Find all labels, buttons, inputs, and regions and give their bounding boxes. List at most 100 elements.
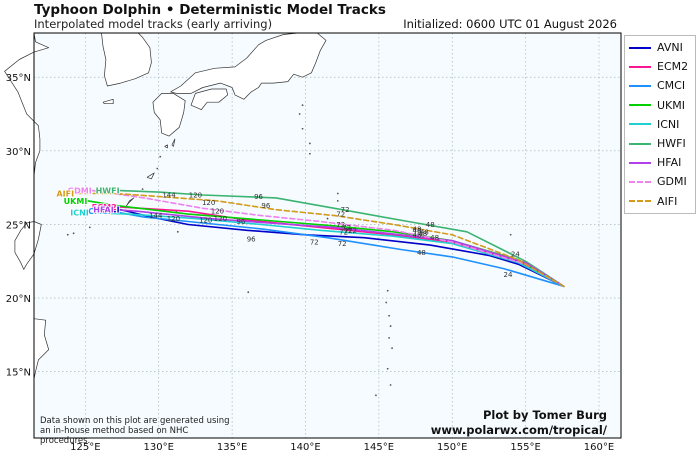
track-name-label: ICNI [70, 209, 89, 218]
islet-marker [388, 314, 391, 317]
islet-marker [389, 384, 392, 386]
legend-item-hfai: HFAI [625, 153, 695, 172]
forecast-hour-label: 72 [338, 240, 347, 248]
islet-marker [301, 127, 304, 130]
forecast-hour-label: 120 [211, 208, 224, 216]
islet-marker [389, 325, 392, 327]
lat-tick-label: 25°N [6, 220, 31, 231]
legend-item-icni: ICNI [625, 115, 695, 134]
legend-swatch [629, 65, 651, 68]
islet-marker [301, 104, 304, 107]
legend-item-ukmi: UKMI [625, 96, 695, 115]
legend-swatch [629, 142, 651, 145]
legend-label: ECM2 [657, 60, 689, 74]
track-hwfi [119, 189, 565, 288]
legend-label: HWFI [657, 137, 686, 151]
legend-item-hwfi: HWFI [625, 134, 695, 153]
track-name-label: ECM2 [92, 203, 117, 212]
legend-item-ecm2: ECM2 [625, 57, 695, 76]
track-gdmi [91, 189, 565, 288]
track-icni [89, 211, 565, 288]
track-cmci [111, 210, 565, 288]
islet-marker [247, 291, 250, 294]
japan-shikoku-outline [190, 88, 229, 110]
track-name-label: AVNI [98, 206, 120, 215]
forecast-hour-label: 72 [336, 221, 345, 229]
forecast-hour-label: 72 [342, 224, 351, 232]
islet-marker [386, 289, 389, 292]
legend-label: GDMI [657, 175, 687, 189]
islet-marker [336, 199, 339, 202]
lon-tick-label: 135°E [217, 442, 247, 453]
lon-tick-label: 160°E [584, 442, 614, 453]
islet-marker [159, 155, 162, 158]
legend-label: AVNI [657, 41, 683, 55]
forecast-hour-label: 72 [344, 227, 353, 235]
forecast-hour-label: 72 [336, 211, 345, 219]
okinawa-outline [124, 197, 135, 209]
land-outlines [4, 32, 512, 397]
method-note-line-1: Data shown on this plot are generated us… [40, 416, 230, 426]
lon-tick-label: 150°E [437, 442, 467, 453]
forecast-hour-label: 48 [413, 227, 422, 235]
islet-marker [308, 142, 311, 145]
islet-marker [156, 167, 159, 170]
track-hfai [113, 208, 565, 288]
islet-marker [141, 188, 144, 191]
islet-marker [386, 367, 389, 370]
track-name-label: HFAI [93, 206, 113, 215]
lat-tick-label: 20°N [6, 294, 31, 305]
china-coast-outline [4, 32, 50, 181]
forecast-hour-labels: 24 72 96 48 72 24 48 72 120 144 48 72 48 72 120 48 72 96 1… [149, 192, 520, 280]
map-grid [34, 33, 621, 438]
luzon-outline [33, 318, 50, 380]
forecast-hour-label: 24 [511, 250, 520, 258]
track-name-label: AIFI [56, 190, 74, 199]
yakushima-outline [164, 144, 168, 149]
forecast-hour-label: 120 [167, 215, 180, 223]
forecast-hour-label: 72 [310, 239, 319, 247]
forecast-hour-label: 48 [430, 234, 439, 242]
forecast-hour-label: 120 [199, 217, 212, 225]
method-note-line-2: an in-house method based on NHC procedur… [40, 426, 189, 446]
islet-marker [298, 113, 301, 115]
islet-marker [391, 347, 393, 350]
forecast-hour-label: 96 [236, 218, 245, 226]
legend-swatch [629, 161, 651, 164]
track-name-label: HWFI [96, 187, 120, 196]
korea-outline [101, 32, 152, 87]
legend-label: CMCI [657, 79, 686, 93]
lat-tick-label: 35°N [6, 73, 31, 84]
forecast-hour-label: 48 [417, 249, 426, 257]
forecast-hour-label: 48 [420, 228, 429, 236]
forecast-hour-label: 72 [339, 228, 348, 236]
forecast-hour-label: 120 [214, 215, 227, 223]
legend-swatch [629, 84, 651, 87]
model-legend: AVNI ECM2 CMCI UKMI ICNI HWFI HFAI GDMI AIFI [624, 35, 696, 214]
legend-swatch [629, 46, 651, 49]
taiwan-outline [14, 221, 42, 270]
forecast-hour-label: 120 [202, 199, 215, 207]
legend-swatch [629, 180, 651, 183]
islet-marker [388, 336, 391, 339]
legend-label: ICNI [657, 117, 680, 131]
method-note: Data shown on this plot are generated us… [40, 416, 240, 446]
legend-swatch [629, 123, 651, 126]
forecast-hour-label: 96 [254, 193, 263, 201]
forecast-hour-label: 72 [348, 227, 357, 235]
forecast-hour-label: 48 [418, 230, 427, 238]
tanegashima-outline [171, 138, 176, 147]
track-name-label: CMCI [88, 207, 111, 216]
islet-marker [308, 152, 311, 155]
islet-marker [88, 226, 91, 229]
forecast-hour-label: 144 [162, 192, 176, 200]
track-name-label: UKMI [64, 197, 88, 206]
lon-tick-label: 125°E [70, 442, 100, 453]
lon-tick-label: 140°E [290, 442, 320, 453]
legend-item-avni: AVNI [625, 38, 695, 57]
legend-label: HFAI [657, 156, 682, 170]
legend-label: AIFI [657, 194, 678, 208]
jeju-outline [102, 98, 114, 105]
